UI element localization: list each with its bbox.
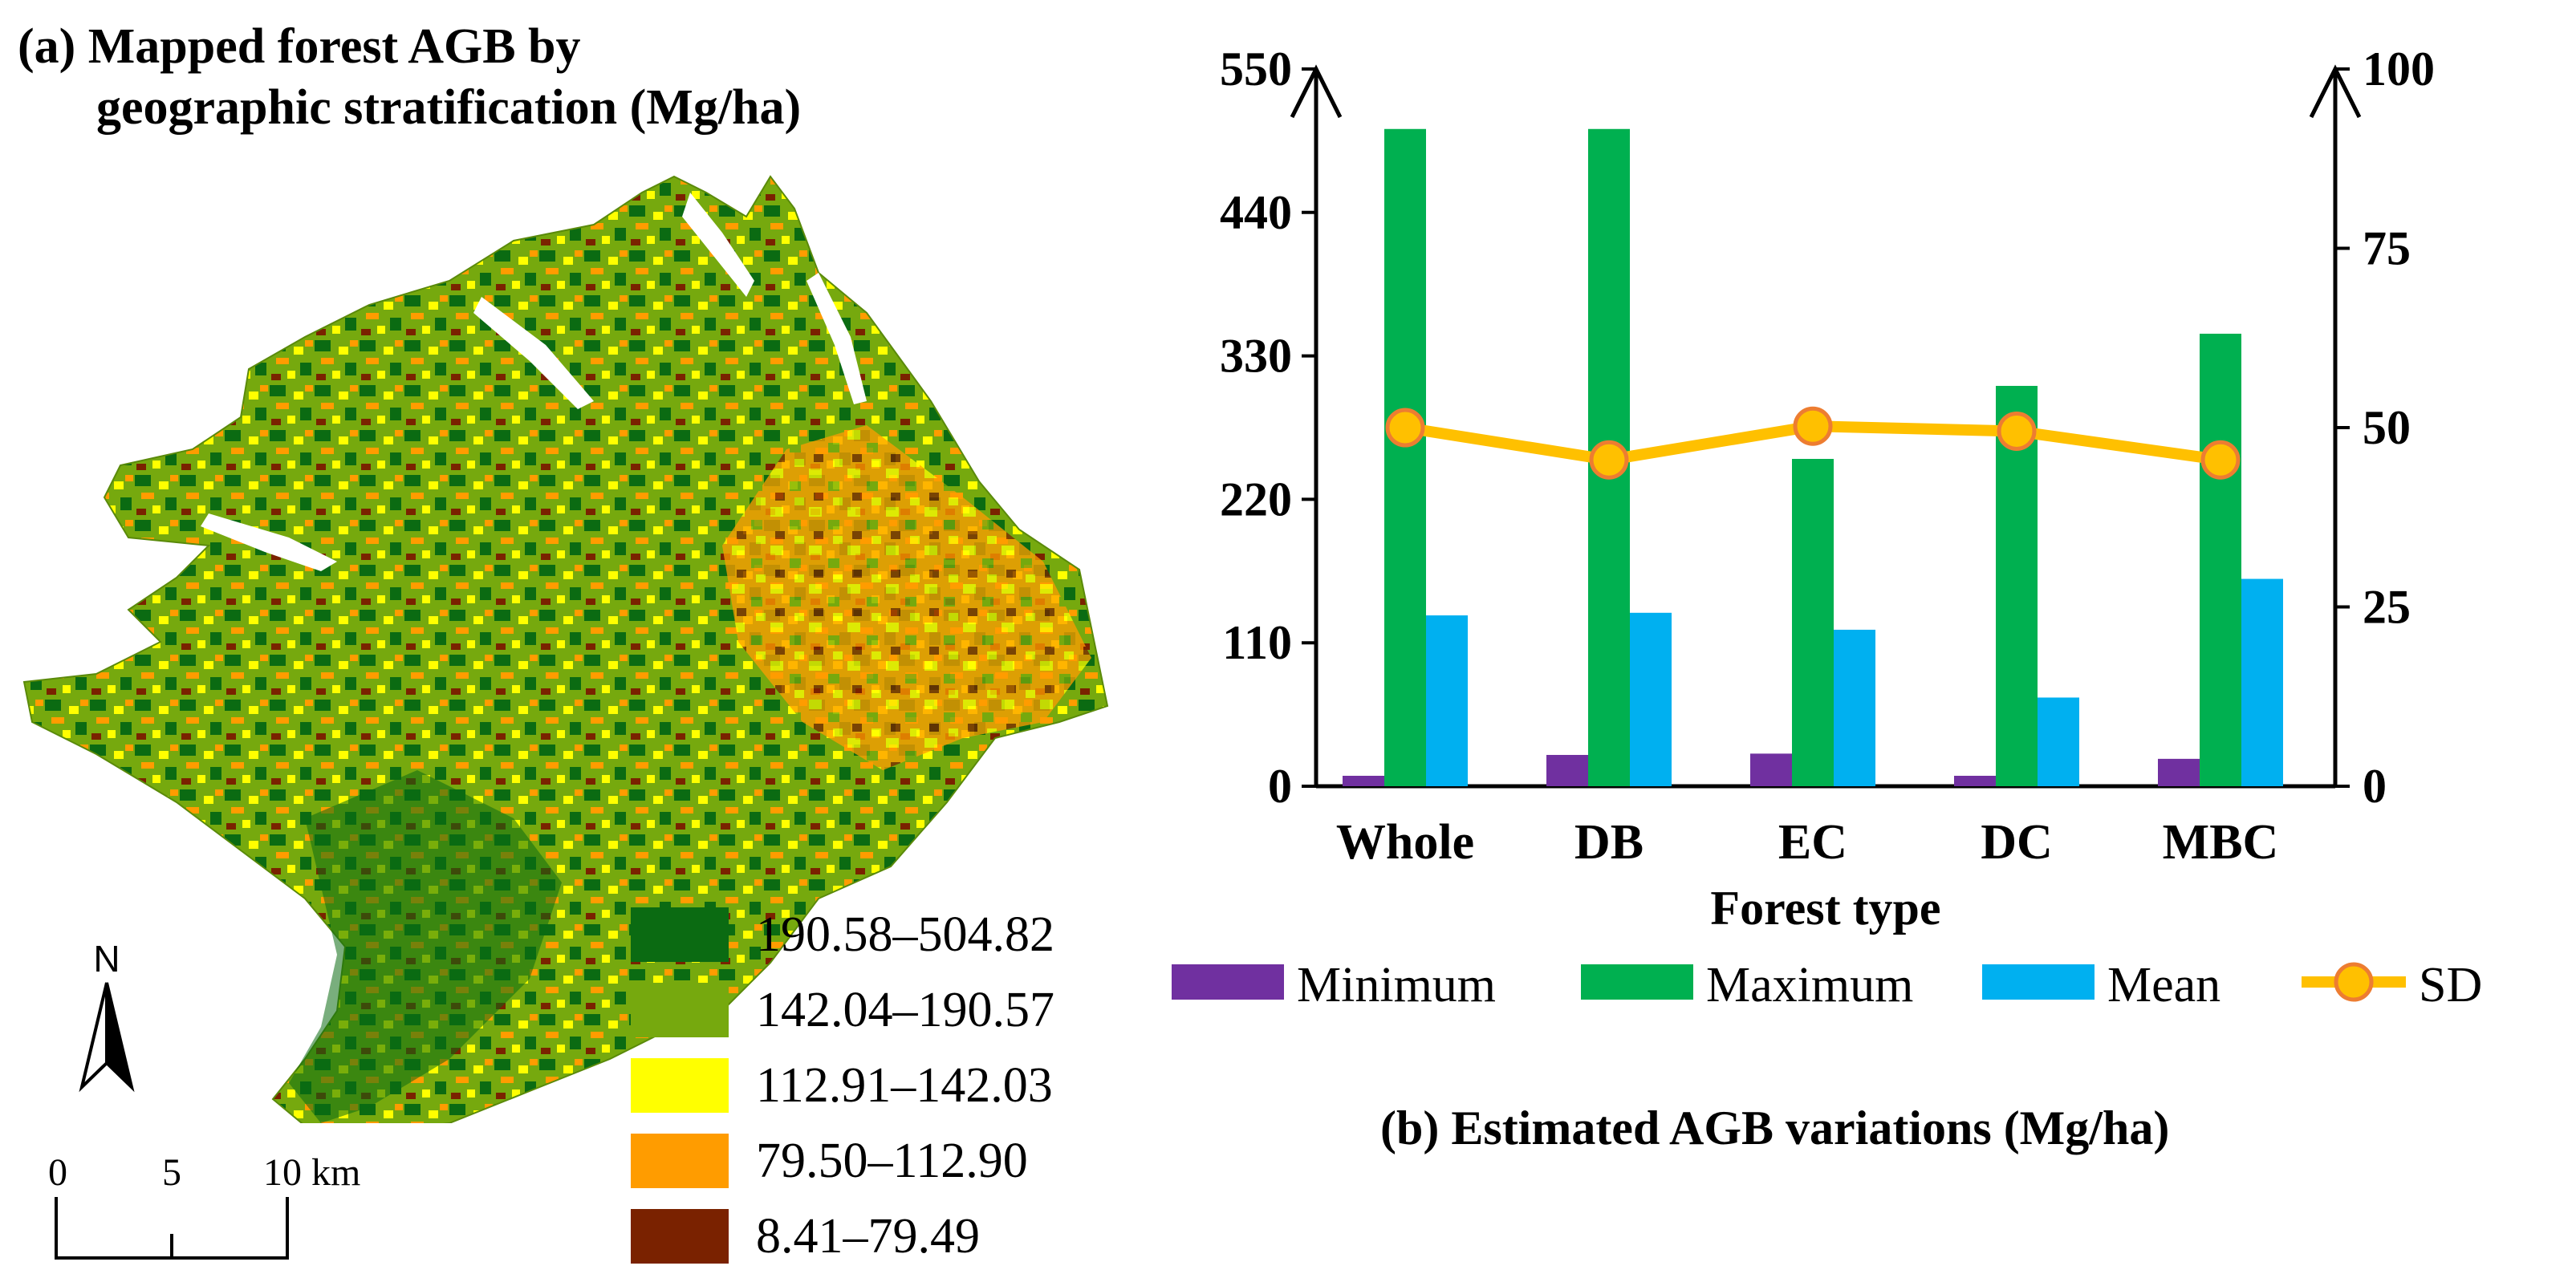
y-tick-label: 0	[1268, 760, 1292, 813]
legend-item: 190.58–504.82	[631, 897, 1054, 972]
legend-label: 112.91–142.03	[756, 1057, 1053, 1113]
panel-a-title-line1: (a) Mapped forest AGB by	[18, 19, 581, 74]
x-tick-label: Whole	[1336, 815, 1474, 870]
north-arrow: N	[71, 938, 143, 1099]
legend-label-minimum: Minimum	[1297, 958, 1496, 1012]
legend-swatch	[631, 907, 729, 962]
bar-maximum	[1996, 385, 2038, 786]
x-axis-title: Forest type	[1710, 882, 1940, 935]
y2-tick-label: 75	[2363, 222, 2411, 275]
north-label: N	[93, 943, 120, 980]
y2-tick-label: 0	[2363, 760, 2387, 813]
sd-point	[1793, 406, 1833, 446]
legend-label: 190.58–504.82	[756, 907, 1054, 962]
sd-point	[2200, 440, 2241, 480]
bar-minimum	[1750, 753, 1792, 786]
bar-mean	[2038, 697, 2079, 786]
panel-a-title-line2: geographic stratification (Mg/ha)	[96, 80, 802, 135]
legend-item: 8.41–79.49	[631, 1199, 1054, 1274]
chart-legend: Minimum Maximum Mean SD	[1172, 958, 2482, 1012]
legend-item: 142.04–190.57	[631, 972, 1054, 1048]
x-tick-label: MBC	[2163, 815, 2279, 870]
bar-minimum	[1343, 775, 1384, 786]
right-y-axis: 0 25 50 75 100	[2335, 43, 2435, 813]
map-river-valley-1	[682, 193, 754, 297]
scale-bar-line	[55, 1197, 289, 1260]
sd-point	[1997, 411, 2037, 451]
legend-swatch-maximum	[1581, 964, 1693, 1000]
legend-label-sd: SD	[2419, 958, 2482, 1012]
scale-label-0: 0	[48, 1151, 67, 1194]
panel-a-title: (a) Mapped forest AGB by geographic stra…	[18, 16, 801, 138]
bar-mean	[1630, 612, 1672, 786]
panel-b-title: (b) Estimated AGB variations (Mg/ha)	[1380, 1102, 2170, 1154]
forest-agb-map	[22, 175, 1109, 1123]
sd-line-series	[1385, 406, 2241, 480]
y-tick-label: 550	[1220, 43, 1292, 95]
y-tick-label: 440	[1220, 186, 1292, 239]
bar-maximum	[1792, 459, 1834, 786]
legend-label: 8.41–79.49	[756, 1208, 980, 1264]
legend-swatch	[631, 1134, 729, 1188]
bar-mean	[1426, 615, 1468, 786]
left-y-axis: 0 110 220 330 440 550	[1220, 43, 1316, 813]
agb-variation-chart: 0 110 220 330 440 550 0 25 50 75 100 Whole DB EC DC M…	[1172, 43, 2482, 1012]
legend-item: 79.50–112.90	[631, 1123, 1054, 1199]
map-southwest-dense-region	[289, 770, 562, 1123]
bar-mean	[1834, 629, 1875, 786]
x-tick-label: DC	[1981, 815, 2053, 870]
y2-tick-label: 100	[2363, 43, 2435, 95]
legend-label: 142.04–190.57	[756, 982, 1054, 1037]
x-tick-label: DB	[1574, 815, 1644, 870]
legend-swatch	[631, 983, 729, 1037]
legend-swatch-mean	[1982, 964, 2095, 1000]
map-river-valley-3	[201, 513, 337, 571]
north-arrow-icon: N	[79, 938, 135, 1093]
legend-item: 112.91–142.03	[631, 1048, 1054, 1123]
y-tick-label: 220	[1220, 473, 1292, 525]
y-tick-label: 110	[1222, 616, 1292, 669]
bar-maximum	[1384, 128, 1426, 787]
bar-mean	[2241, 578, 2283, 786]
x-tick-label: EC	[1778, 815, 1847, 870]
map-legend: 190.58–504.82 142.04–190.57 112.91–142.0…	[631, 897, 1054, 1274]
legend-label: 79.50–112.90	[756, 1133, 1028, 1188]
legend-swatch-minimum	[1172, 964, 1284, 1000]
y2-tick-label: 25	[2363, 581, 2411, 634]
legend-label-mean: Mean	[2107, 958, 2220, 1012]
sd-point	[1589, 440, 1629, 480]
map-river-valley-2	[473, 297, 594, 409]
legend-label-maximum: Maximum	[1706, 958, 1913, 1012]
scale-label-10: 10 km	[263, 1151, 361, 1194]
bar-minimum	[1954, 775, 1996, 786]
y2-tick-label: 50	[2363, 401, 2411, 454]
map-river-valley-4	[807, 273, 867, 404]
x-axis: Whole DB EC DC MBC	[1336, 815, 2278, 870]
bar-series	[1343, 128, 2283, 787]
legend-marker-sd	[2334, 962, 2374, 1002]
scale-label-5: 5	[162, 1151, 181, 1194]
bar-minimum	[1546, 754, 1588, 786]
map-east-warm-region	[722, 425, 1091, 770]
legend-swatch	[631, 1058, 729, 1113]
y-tick-label: 330	[1220, 330, 1292, 383]
sd-point	[1385, 408, 1425, 448]
bar-maximum	[2200, 333, 2241, 786]
legend-swatch	[631, 1209, 729, 1264]
bar-minimum	[2158, 758, 2200, 786]
